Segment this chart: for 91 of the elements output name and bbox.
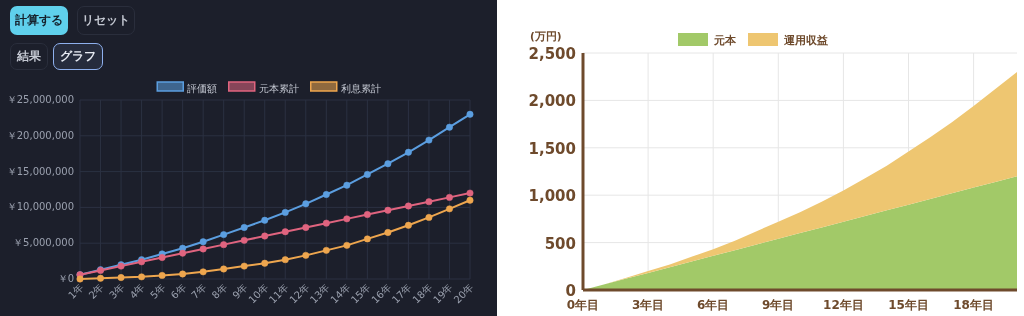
point xyxy=(220,231,228,239)
x-tick-label: 7年 xyxy=(189,281,209,301)
point xyxy=(343,241,351,249)
text: 結果 xyxy=(10,43,48,70)
x-tick-label: 6年 xyxy=(168,281,189,301)
x-tick-label: 15年目 xyxy=(888,298,929,312)
x-tick-label: 15年 xyxy=(348,281,373,306)
y-tick-label: 2,000 xyxy=(528,92,576,111)
point xyxy=(97,274,104,282)
point xyxy=(302,200,310,208)
x-tick-label: 3年 xyxy=(107,281,127,301)
point xyxy=(261,259,269,267)
point xyxy=(363,211,371,219)
point xyxy=(179,249,187,257)
point xyxy=(179,270,187,278)
point xyxy=(384,206,392,214)
legend-label: 利息累計 xyxy=(340,82,381,94)
point xyxy=(466,110,474,118)
point xyxy=(261,232,269,240)
x-tick-label: 4年 xyxy=(127,281,147,301)
point xyxy=(199,268,207,276)
point xyxy=(322,191,330,198)
x-tick-label: 11年 xyxy=(266,281,291,306)
point xyxy=(363,235,371,243)
x-tick-label: 5年 xyxy=(148,281,168,301)
point xyxy=(240,262,248,270)
legend-label: 元本 xyxy=(713,34,737,47)
point xyxy=(446,205,453,213)
x-tick-label: 18年目 xyxy=(953,298,994,312)
point xyxy=(343,181,351,189)
x-tick-label: 6年目 xyxy=(697,298,730,312)
x-tick-label: 8年 xyxy=(209,281,230,301)
y-tick-label: 1,000 xyxy=(528,187,576,206)
legend-label: 元本累計 xyxy=(258,82,299,94)
point xyxy=(446,123,453,131)
y-tick-label: ￥5,000,000 xyxy=(13,237,74,249)
point xyxy=(158,271,166,279)
point xyxy=(76,275,84,283)
legend-label: 運用収益 xyxy=(783,34,828,47)
point xyxy=(281,228,289,236)
point xyxy=(425,136,433,144)
point xyxy=(384,229,392,236)
text: グラフ xyxy=(53,43,103,70)
y-tick-label: ￥20,000,000 xyxy=(6,129,74,141)
point xyxy=(281,208,289,216)
x-tick-label: 12年目 xyxy=(823,298,864,312)
y-tick-label: 1,500 xyxy=(528,139,576,158)
point xyxy=(466,196,474,204)
point xyxy=(322,246,330,254)
text: リセット xyxy=(77,6,135,35)
point xyxy=(220,265,228,273)
point xyxy=(322,219,330,227)
x-tick-label: 9年目 xyxy=(762,298,795,312)
point xyxy=(158,254,166,261)
point xyxy=(404,148,412,156)
point xyxy=(240,236,248,244)
point xyxy=(302,224,310,231)
y-tick-label: ￥15,000,000 xyxy=(6,165,74,177)
y-tick-label: ￥0 xyxy=(57,273,74,284)
y-tick-label: 2,500 xyxy=(528,45,576,63)
point xyxy=(240,224,248,231)
point xyxy=(466,189,474,197)
point xyxy=(220,241,228,249)
point xyxy=(117,274,125,282)
legend-label: 評価額 xyxy=(187,82,218,94)
point xyxy=(261,216,269,224)
point xyxy=(302,251,310,259)
x-tick-label: 3年目 xyxy=(631,298,665,312)
x-tick-label: 0年目 xyxy=(566,298,600,312)
y-tick-label: ￥25,000,000 xyxy=(6,94,74,105)
point xyxy=(446,193,453,201)
point xyxy=(199,245,207,253)
point xyxy=(281,256,289,264)
x-tick-label: 9年 xyxy=(230,281,250,301)
point xyxy=(343,215,351,223)
point xyxy=(363,171,371,178)
point xyxy=(138,273,146,281)
x-tick-label: 13年 xyxy=(307,281,332,306)
point xyxy=(199,238,207,246)
point xyxy=(425,198,433,206)
x-tick-label: 1年 xyxy=(66,281,86,301)
point xyxy=(404,221,412,229)
y-tick-label: 0 xyxy=(565,282,576,300)
point xyxy=(384,160,392,168)
point xyxy=(425,213,433,221)
y-axis-title: (万円) xyxy=(530,30,562,42)
text: 計算する xyxy=(10,6,68,35)
point xyxy=(404,202,412,210)
y-tick-label: 500 xyxy=(544,234,576,253)
x-tick-label: 2年 xyxy=(86,281,106,301)
y-tick-label: ￥10,000,000 xyxy=(6,201,74,213)
